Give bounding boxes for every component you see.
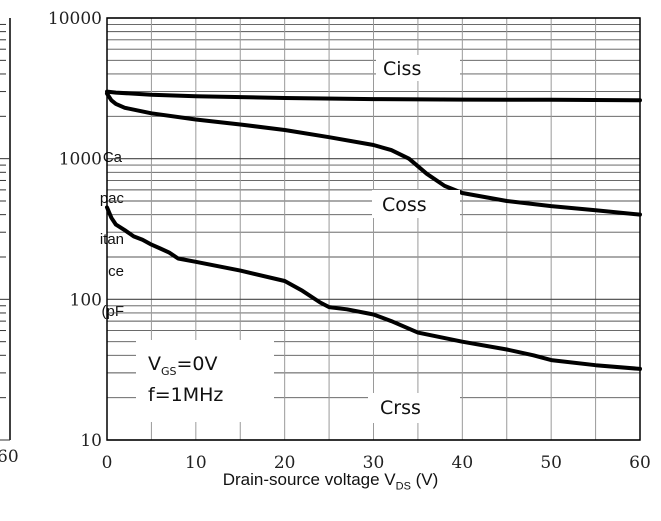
svg-text:Ciss: Ciss	[383, 58, 421, 80]
annotation-crss: Crss	[368, 393, 460, 423]
left-partial-panel: 60	[0, 18, 19, 467]
series-line-coss	[105, 91, 642, 217]
x-tick-label: 60	[629, 453, 651, 470]
x-tick-label: 40	[452, 453, 474, 470]
x-axis-label: Drain-source voltage VDS (V)	[222, 470, 439, 493]
y-axis-label: Ca pac itan ce (pF	[100, 149, 125, 320]
series-lines	[105, 89, 642, 371]
y-tick-label: 100	[70, 290, 102, 310]
x-tick-label: 20	[274, 453, 296, 470]
y-axis-label-line: ce	[108, 263, 124, 280]
test-conditions: VGS=0V f=1MHz	[136, 340, 274, 422]
y-tick-label: 10	[80, 431, 102, 451]
annotation-ciss: Ciss	[376, 55, 460, 81]
plot-frame	[106, 17, 641, 441]
x-tick-labels: 0 10 20 30 40 50 60	[102, 453, 651, 470]
y-axis-label-line: pac	[100, 190, 125, 207]
x-tick-label: 10	[185, 453, 207, 470]
svg-text:Coss: Coss	[382, 194, 427, 216]
x-tick-label: 50	[540, 453, 562, 470]
condition-frequency: f=1MHz	[148, 384, 223, 406]
x-tick-label: 30	[363, 453, 385, 470]
condition-vgs: VGS=0V	[148, 353, 218, 378]
y-tick-labels: 10 100 1000 10000	[48, 9, 102, 451]
svg-text:Crss: Crss	[380, 397, 421, 419]
y-axis-label-line: itan	[100, 231, 124, 248]
series-line-ciss	[105, 89, 642, 103]
y-tick-label: 10000	[48, 9, 102, 29]
annotation-coss: Coss	[372, 190, 460, 218]
y-axis-label-line: Ca	[103, 149, 123, 166]
left-panel-tick-label: 60	[0, 447, 19, 467]
y-tick-label: 1000	[59, 150, 102, 170]
series-line-crss	[105, 205, 642, 371]
x-tick-label: 0	[102, 453, 113, 470]
